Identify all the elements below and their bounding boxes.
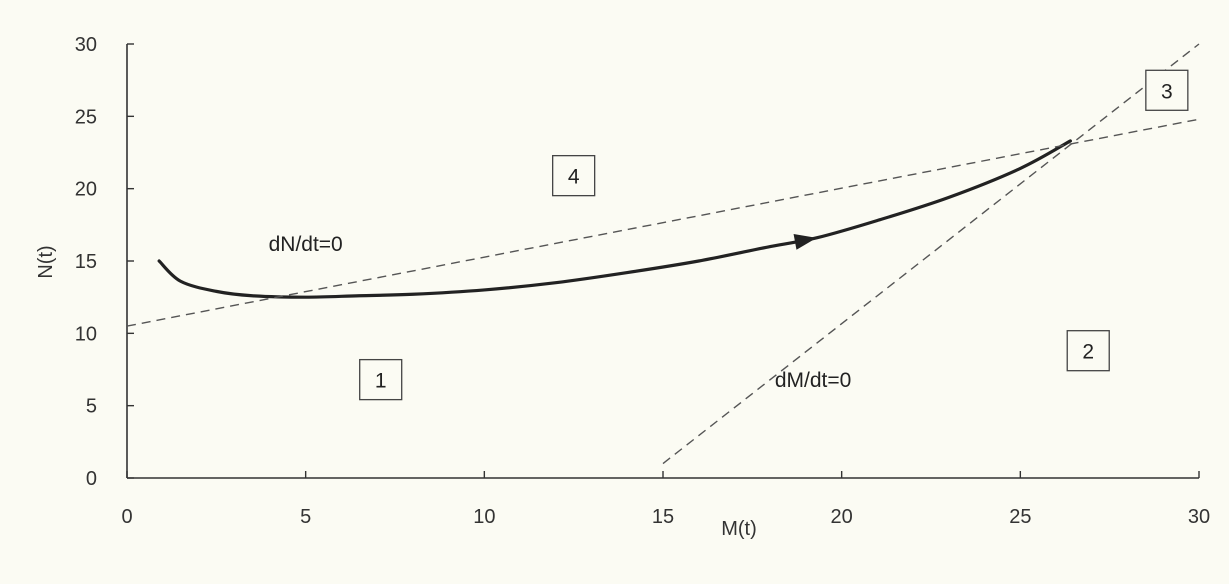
nullcline-label: dN/dt=0 <box>269 233 343 256</box>
y-tick-label: 25 <box>75 106 97 128</box>
region-box <box>552 154 596 197</box>
region-label: 3 <box>1161 80 1173 103</box>
region-box <box>359 358 403 401</box>
x-tick-label: 0 <box>121 506 132 528</box>
y-tick-label: 30 <box>75 34 97 56</box>
trajectory-arrow-icon <box>793 234 817 250</box>
y-tick-label: 10 <box>75 323 97 345</box>
x-tick-label: 30 <box>1188 506 1210 528</box>
region-label: 2 <box>1082 341 1094 364</box>
x-axis-title: M(t) <box>721 518 757 540</box>
x-tick-label: 25 <box>1009 506 1031 528</box>
chart-labels: M(t) N(t) <box>35 245 757 540</box>
annotations: dN/dt=0 dM/dt=0 1 2 3 4 <box>269 69 1189 401</box>
x-tick-label: 5 <box>300 506 311 528</box>
region-box <box>1066 330 1110 372</box>
region-box <box>1145 69 1189 111</box>
y-tick-label: 20 <box>75 179 97 201</box>
x-tick-label: 20 <box>831 506 853 528</box>
axes: 0 5 10 15 20 25 30 0 5 10 15 20 25 30 <box>75 34 1210 528</box>
y-tick-label: 5 <box>86 396 97 418</box>
trajectory-curve <box>157 139 1072 299</box>
nullcline-line-1 <box>126 118 1200 327</box>
y-axis-title: N(t) <box>35 245 57 278</box>
nullcline-label: dM/dt=0 <box>775 369 851 392</box>
nullcline-line-2 <box>662 43 1200 465</box>
region-label: 4 <box>568 166 580 189</box>
y-tick-label: 0 <box>86 468 97 490</box>
x-tick-label: 10 <box>473 506 495 528</box>
nullclines-and-trajectory <box>126 43 1200 465</box>
region-label: 1 <box>375 370 387 393</box>
y-tick-label: 15 <box>75 251 97 273</box>
x-tick-label: 15 <box>652 506 674 528</box>
